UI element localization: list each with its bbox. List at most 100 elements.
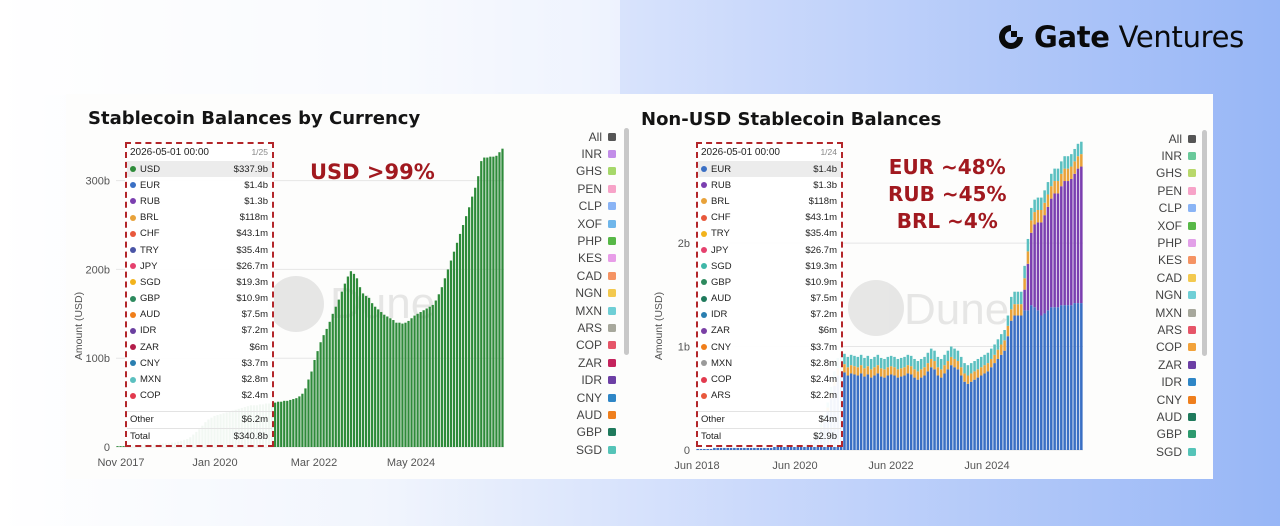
bar-other[interactable]: [983, 354, 986, 366]
bar-usd[interactable]: [274, 402, 277, 447]
bar-brl[interactable]: [1046, 194, 1050, 207]
legend-item-pen[interactable]: PEN: [1146, 182, 1196, 199]
legend-item-xof[interactable]: XOF: [566, 215, 616, 232]
bar-eur[interactable]: [729, 447, 733, 450]
bar-brl[interactable]: [896, 369, 900, 378]
legend-item-idr[interactable]: IDR: [566, 371, 616, 388]
bar-usd[interactable]: [495, 155, 498, 447]
bar-eur[interactable]: [803, 444, 806, 450]
bar-eur[interactable]: [916, 379, 920, 450]
bar-brl[interactable]: [886, 367, 890, 376]
bar-usd[interactable]: [298, 396, 301, 447]
bar-usd[interactable]: [380, 312, 383, 447]
bar-eur[interactable]: [869, 377, 873, 450]
bar-usd[interactable]: [340, 291, 343, 447]
bar-brl[interactable]: [846, 367, 850, 376]
bar-other[interactable]: [986, 352, 990, 364]
legend-item-php[interactable]: PHP: [1146, 234, 1196, 251]
bar-other[interactable]: [863, 357, 866, 369]
bar-usd[interactable]: [364, 296, 368, 447]
legend-item-zar[interactable]: ZAR: [1146, 356, 1196, 373]
bar-eur[interactable]: [793, 446, 796, 450]
bar-brl[interactable]: [1016, 304, 1020, 316]
bar-eur[interactable]: [886, 375, 890, 450]
bar-usd[interactable]: [343, 283, 346, 447]
bar-eur[interactable]: [913, 377, 916, 450]
bar-eur[interactable]: [719, 447, 723, 450]
bar-eur[interactable]: [789, 446, 793, 450]
bar-other[interactable]: [906, 354, 910, 366]
bar-rub[interactable]: [1036, 222, 1040, 311]
bar-brl[interactable]: [919, 369, 923, 378]
bar-usd[interactable]: [501, 148, 504, 447]
bar-usd[interactable]: [492, 156, 495, 447]
bar-eur[interactable]: [1003, 350, 1006, 450]
bar-eur[interactable]: [889, 374, 893, 450]
bar-rub[interactable]: [1043, 215, 1046, 314]
bar-rub[interactable]: [1080, 166, 1083, 304]
bar-eur[interactable]: [1076, 303, 1080, 450]
legend-item-clp[interactable]: CLP: [566, 198, 616, 215]
bar-brl[interactable]: [1026, 251, 1030, 264]
bar-other[interactable]: [929, 348, 933, 359]
bar-brl[interactable]: [1066, 168, 1070, 182]
bar-usd[interactable]: [455, 242, 459, 447]
bar-other[interactable]: [963, 363, 966, 374]
bar-eur[interactable]: [1013, 315, 1016, 450]
bar-eur[interactable]: [1053, 307, 1056, 450]
bar-other[interactable]: [1073, 148, 1076, 162]
bar-rub[interactable]: [1050, 198, 1053, 308]
bar-other[interactable]: [979, 356, 983, 368]
bar-eur[interactable]: [716, 447, 719, 450]
bar-usd[interactable]: [325, 328, 328, 447]
bar-eur[interactable]: [883, 377, 886, 450]
legend-item-ars[interactable]: ARS: [566, 319, 616, 336]
bar-eur[interactable]: [709, 448, 713, 450]
bar-usd[interactable]: [292, 399, 295, 447]
legend-item-aud[interactable]: AUD: [1146, 408, 1196, 425]
bar-brl[interactable]: [863, 368, 866, 377]
bar-brl[interactable]: [946, 361, 950, 370]
bar-eur[interactable]: [699, 448, 703, 450]
bar-eur[interactable]: [853, 374, 856, 450]
legend-item-gbp[interactable]: GBP: [1146, 426, 1196, 443]
bar-eur[interactable]: [739, 447, 743, 450]
bar-brl[interactable]: [1060, 173, 1063, 187]
bar-eur[interactable]: [1030, 305, 1033, 450]
bar-usd[interactable]: [349, 271, 353, 447]
legend-scrollbar-left[interactable]: [624, 128, 629, 355]
bar-usd[interactable]: [471, 196, 474, 447]
bar-eur[interactable]: [1020, 315, 1023, 450]
bar-brl[interactable]: [893, 367, 896, 376]
bar-other[interactable]: [989, 348, 993, 359]
bar-brl[interactable]: [993, 354, 996, 364]
bar-eur[interactable]: [696, 448, 699, 450]
bar-rub[interactable]: [1076, 168, 1080, 304]
bar-brl[interactable]: [996, 349, 1000, 359]
bar-other[interactable]: [849, 354, 853, 366]
bar-rub[interactable]: [1073, 173, 1076, 304]
bar-other[interactable]: [916, 361, 920, 372]
bar-other[interactable]: [976, 358, 980, 370]
bar-other[interactable]: [903, 356, 906, 368]
bar-brl[interactable]: [1036, 210, 1040, 223]
bar-brl[interactable]: [979, 367, 983, 376]
legend-item-aud[interactable]: AUD: [566, 406, 616, 423]
bar-usd[interactable]: [410, 318, 413, 447]
bar-usd[interactable]: [483, 157, 486, 447]
bar-eur[interactable]: [979, 375, 983, 450]
bar-eur[interactable]: [996, 358, 1000, 450]
legend-item-inr[interactable]: INR: [1146, 147, 1196, 164]
bar-eur[interactable]: [906, 373, 910, 450]
bar-usd[interactable]: [480, 161, 483, 447]
bar-usd[interactable]: [346, 276, 350, 447]
bar-brl[interactable]: [899, 368, 903, 377]
bar-brl[interactable]: [936, 367, 940, 376]
bar-brl[interactable]: [883, 369, 886, 378]
bar-rub[interactable]: [1053, 193, 1056, 308]
legend-item-gbp[interactable]: GBP: [566, 424, 616, 441]
bar-eur[interactable]: [1023, 310, 1026, 450]
bar-brl[interactable]: [973, 371, 976, 380]
bar-eur[interactable]: [973, 379, 976, 450]
bar-other[interactable]: [1050, 173, 1053, 187]
